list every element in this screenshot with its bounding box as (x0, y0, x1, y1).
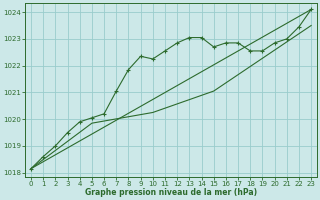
X-axis label: Graphe pression niveau de la mer (hPa): Graphe pression niveau de la mer (hPa) (85, 188, 257, 197)
